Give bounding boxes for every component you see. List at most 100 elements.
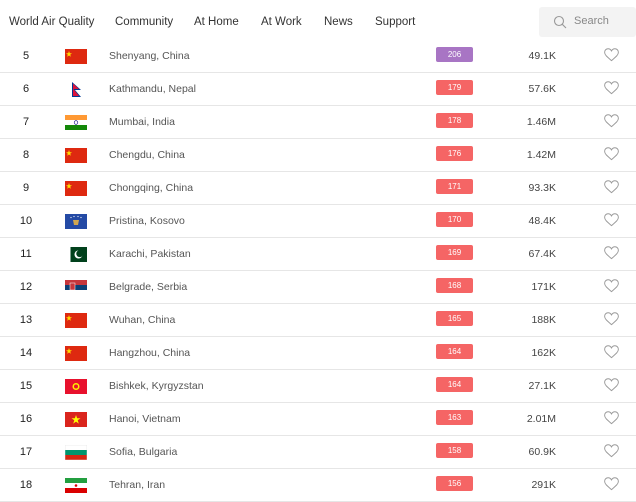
rank: 6	[22, 83, 30, 95]
table-row[interactable]: 10 Pristina, Kosovo 170 48.4K	[0, 205, 636, 238]
heart-icon[interactable]	[604, 180, 619, 194]
nav-world-air-quality[interactable]: World Air Quality	[9, 16, 95, 28]
rank: 16	[19, 413, 33, 425]
table-row[interactable]: 9 Chongqing, China 171 93.3K	[0, 172, 636, 205]
followers-count: 93.3K	[528, 182, 556, 194]
nav-at-home[interactable]: At Home	[194, 16, 239, 28]
aqi-badge: 163	[436, 410, 473, 425]
nav-community[interactable]: Community	[115, 16, 174, 28]
aqi-badge: 171	[436, 179, 473, 194]
followers-count: 57.6K	[528, 83, 556, 95]
table-row[interactable]: 6 Kathmandu, Nepal 179 57.6K	[0, 73, 636, 106]
flag-iran-icon	[65, 478, 87, 493]
rank: 17	[19, 446, 33, 458]
aqi-badge: 156	[436, 476, 473, 491]
city-link[interactable]: Pristina, Kosovo	[109, 215, 185, 227]
heart-icon[interactable]	[604, 411, 619, 425]
flag-china-icon	[65, 313, 87, 328]
rank: 11	[20, 248, 32, 260]
city-link[interactable]: Tehran, Iran	[109, 479, 166, 491]
followers-count: 291K	[531, 479, 556, 491]
search-placeholder: Search	[574, 15, 609, 27]
heart-icon[interactable]	[604, 48, 619, 62]
aqi-badge: 164	[436, 344, 473, 359]
flag-vietnam-icon	[65, 412, 87, 427]
aqi-badge: 168	[436, 278, 473, 293]
flag-india-icon	[65, 115, 87, 130]
heart-icon[interactable]	[604, 213, 619, 227]
rank: 5	[22, 50, 30, 62]
heart-icon[interactable]	[604, 444, 619, 458]
aqi-badge: 165	[436, 311, 473, 326]
followers-count: 27.1K	[528, 380, 556, 392]
followers-count: 171K	[531, 281, 556, 293]
rank: 7	[22, 116, 30, 128]
heart-icon[interactable]	[604, 81, 619, 95]
table-row[interactable]: 15 Bishkek, Kyrgyzstan 164 27.1K	[0, 370, 636, 403]
aqi-badge: 179	[436, 80, 473, 95]
nav-news[interactable]: News	[324, 16, 353, 28]
flag-serbia-icon	[65, 280, 87, 295]
heart-icon[interactable]	[604, 147, 619, 161]
heart-icon[interactable]	[604, 345, 619, 359]
table-row[interactable]: 5 Shenyang, China 206 49.1K	[0, 40, 636, 73]
aqi-badge: 176	[436, 146, 473, 161]
nav-at-work[interactable]: At Work	[261, 16, 302, 28]
flag-kosovo-icon	[65, 214, 87, 229]
table-row[interactable]: 13 Wuhan, China 165 188K	[0, 304, 636, 337]
city-link[interactable]: Kathmandu, Nepal	[109, 83, 196, 95]
city-link[interactable]: Sofia, Bulgaria	[109, 446, 178, 458]
heart-icon[interactable]	[604, 378, 619, 392]
flag-china-icon	[65, 49, 87, 64]
heart-icon[interactable]	[604, 279, 619, 293]
rank: 10	[19, 215, 33, 227]
rank: 13	[19, 314, 33, 326]
heart-icon[interactable]	[604, 312, 619, 326]
city-link[interactable]: Karachi, Pakistan	[109, 248, 191, 260]
heart-icon[interactable]	[604, 246, 619, 260]
rank: 15	[19, 380, 33, 392]
table-row[interactable]: 12 Belgrade, Serbia 168 171K	[0, 271, 636, 304]
aqi-badge: 164	[436, 377, 473, 392]
table-row[interactable]: 14 Hangzhou, China 164 162K	[0, 337, 636, 370]
aqi-badge: 169	[436, 245, 473, 260]
city-link[interactable]: Bishkek, Kyrgyzstan	[109, 380, 204, 392]
table-row[interactable]: 16 Hanoi, Vietnam 163 2.01M	[0, 403, 636, 436]
followers-count: 1.42M	[526, 149, 556, 161]
city-link[interactable]: Mumbai, India	[109, 116, 175, 128]
aqi-badge: 158	[436, 443, 473, 458]
city-link[interactable]: Hangzhou, China	[109, 347, 191, 359]
flag-pakistan-icon	[65, 247, 87, 262]
search-input[interactable]: Search	[539, 7, 636, 37]
followers-count: 60.9K	[528, 446, 556, 458]
rank: 18	[19, 479, 33, 491]
followers-count: 162K	[531, 347, 556, 359]
flag-kyrgyzstan-icon	[65, 379, 87, 394]
nav-support[interactable]: Support	[375, 16, 416, 28]
city-link[interactable]: Hanoi, Vietnam	[109, 413, 181, 425]
aqi-badge: 178	[436, 113, 473, 128]
city-link[interactable]: Chengdu, China	[109, 149, 185, 161]
city-link[interactable]: Shenyang, China	[109, 50, 190, 62]
flag-nepal-icon	[72, 82, 81, 97]
city-link[interactable]: Belgrade, Serbia	[109, 281, 188, 293]
rank: 8	[22, 149, 30, 161]
table-row[interactable]: 8 Chengdu, China 176 1.42M	[0, 139, 636, 172]
followers-count: 48.4K	[528, 215, 556, 227]
table-row[interactable]: 17 Sofia, Bulgaria 158 60.9K	[0, 436, 636, 469]
aqi-badge: 170	[436, 212, 473, 227]
rank: 9	[22, 182, 30, 194]
city-link[interactable]: Wuhan, China	[109, 314, 176, 326]
top-nav: World Air Quality Community At Home At W…	[0, 0, 636, 40]
heart-icon[interactable]	[604, 114, 619, 128]
rank: 14	[19, 347, 33, 359]
flag-china-icon	[65, 346, 87, 361]
table-row[interactable]: 11 Karachi, Pakistan 169 67.4K	[0, 238, 636, 271]
table-row[interactable]: 18 Tehran, Iran 156 291K	[0, 469, 636, 502]
city-link[interactable]: Chongqing, China	[109, 182, 194, 194]
flag-china-icon	[65, 181, 87, 196]
search-icon	[553, 15, 567, 29]
table-row[interactable]: 7 Mumbai, India 178 1.46M	[0, 106, 636, 139]
rank: 12	[19, 281, 33, 293]
heart-icon[interactable]	[604, 477, 619, 491]
